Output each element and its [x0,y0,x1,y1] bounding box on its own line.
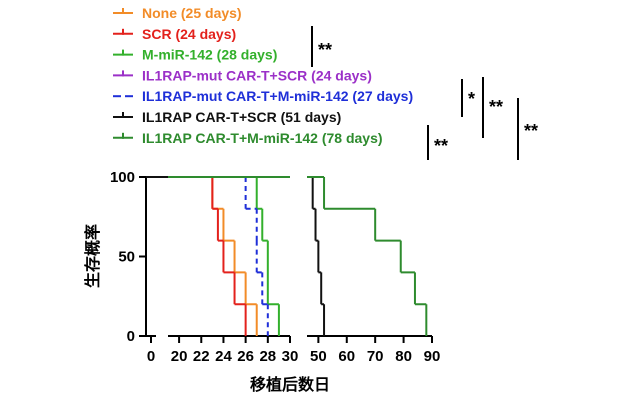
legend-label: IL1RAP CAR-T+SCR (51 days) [142,109,341,125]
x-tick-label: 60 [338,348,355,365]
legend-label: IL1RAP-mut CAR-T+M-miR-142 (27 days) [142,88,413,104]
x-tick-label: 80 [395,348,412,365]
survival-curve [307,176,326,336]
legend-entry: SCR (24 days) [113,26,236,42]
significance-label: ** [318,40,332,60]
x-tick-label: 90 [424,348,441,365]
y-axis-title: 生存概率 [83,224,102,288]
y-tick-label: 0 [127,328,135,345]
legend-entry: IL1RAP-mut CAR-T+M-miR-142 (27 days) [113,88,413,104]
significance-label: ** [489,97,503,117]
x-tick-label: 50 [310,348,327,365]
legend-label: IL1RAP-mut CAR-T+SCR (24 days) [142,67,372,83]
legend-entry: IL1RAP-mut CAR-T+SCR (24 days) [113,67,372,83]
x-tick-label: 30 [282,348,299,365]
legend-label: M-miR-142 (28 days) [142,47,277,63]
legend-entry: IL1RAP CAR-T+SCR (51 days) [113,109,341,125]
y-tick-label: 100 [110,169,135,186]
significance-brackets: *** ****** [311,26,538,160]
significance-label: ** [434,136,448,156]
legend-label: SCR (24 days) [142,26,236,42]
x-tick-label: 70 [367,348,384,365]
legend-entry: M-miR-142 (28 days) [113,47,277,63]
y-tick-label: 50 [118,249,135,266]
legend-entry: None (25 days) [113,5,242,21]
legend-label: IL1RAP CAR-T+M-miR-142 (78 days) [142,130,383,146]
x-tick-label: 26 [237,348,254,365]
x-axis-title: 移植后数日 [250,375,330,394]
legend-entry: IL1RAP CAR-T+M-miR-142 (78 days) [113,130,383,146]
x-tick-label: 24 [215,348,232,365]
significance-label: ** [524,121,538,141]
survival-curve [307,176,428,336]
survival-curve [168,176,269,336]
x-tick-label: 28 [259,348,276,365]
legend-label: None (25 days) [142,5,242,21]
x-tick-label: 0 [147,348,155,365]
x-tick-label: 20 [171,348,188,365]
x-tick-label: 22 [193,348,210,365]
legend: None (25 days) SCR (24 days) M-miR-142 (28… [113,5,413,146]
significance-label: * [468,89,475,109]
axes: 0 50 100 生存概率 0 20 22 24 26 28 30 50 60 70 80 90 移植后数日 [83,169,440,394]
survival-curves [146,176,428,336]
